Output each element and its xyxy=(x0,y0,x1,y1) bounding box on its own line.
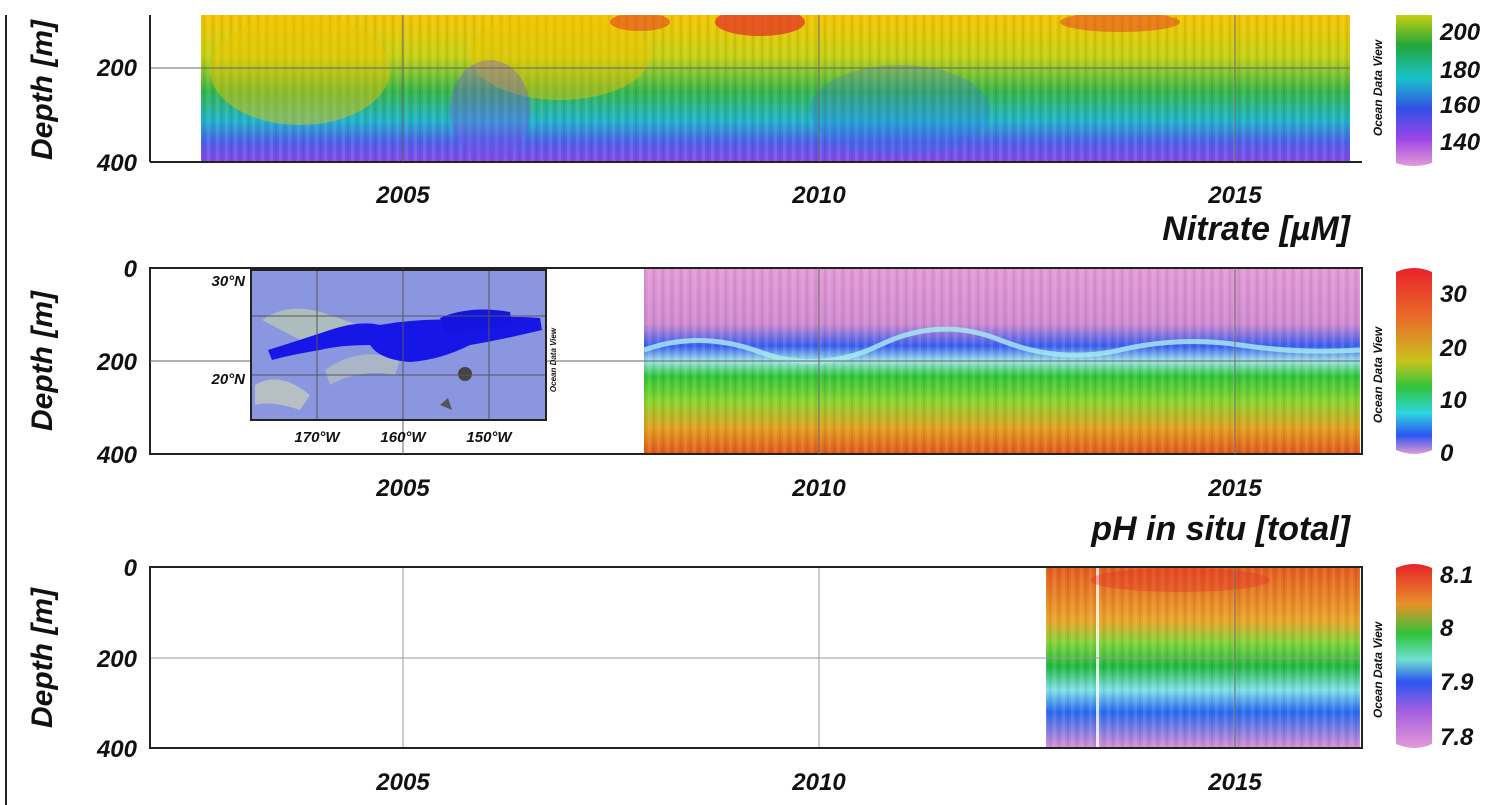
inset-seafloor-3 xyxy=(325,354,400,385)
panel3-ytick-400: 400 xyxy=(96,736,138,763)
panel2-ytick-0: 0 xyxy=(124,256,138,283)
panel3-xtick-2015: 2015 xyxy=(1207,769,1262,796)
panel1-ylabel: Depth [m] xyxy=(26,19,59,160)
panel2-cbar-label-0: 0 xyxy=(1440,440,1454,467)
panel2-cbar-label-20: 20 xyxy=(1439,335,1467,362)
panel1-cbar-label-140: 140 xyxy=(1440,129,1481,156)
panel1-cbar-label-160: 160 xyxy=(1440,92,1481,119)
inset-float-tracks-2 xyxy=(440,309,512,332)
panel3-surface-high xyxy=(1090,568,1270,592)
inset-lon-150: 150°W xyxy=(466,429,513,446)
panel1-cbar-label-200: 200 xyxy=(1439,19,1481,46)
panel3-frame xyxy=(149,566,1363,749)
panel2-isoline xyxy=(643,326,1361,364)
panel-ph: pH in situ [total] Depth [m] 0 200 400 2… xyxy=(26,510,1474,796)
panel2-cbar-label-30: 30 xyxy=(1440,281,1467,308)
inset-watermark: Ocean Data View xyxy=(549,327,558,392)
inset-lat-30: 30°N xyxy=(211,273,246,290)
inset-map: 30°N 20°N 170°W 160°W 150°W Ocean Data V… xyxy=(210,269,558,446)
panel2-ytick-200: 200 xyxy=(96,349,138,376)
panel3-cbar-label-8.1: 8.1 xyxy=(1440,562,1473,589)
panel1-watermark: Ocean Data View xyxy=(1371,39,1385,136)
panel2-watermark: Ocean Data View xyxy=(1371,326,1385,423)
panel3-ylabel: Depth [m] xyxy=(26,587,59,728)
panel2-xtick-2015: 2015 xyxy=(1207,475,1262,502)
panel3-ytick-200: 200 xyxy=(96,646,138,673)
panel1-cbar-label-180: 180 xyxy=(1440,57,1481,84)
panel3-xtick-2010: 2010 xyxy=(791,769,846,796)
panel1-texture xyxy=(201,15,1350,162)
inset-lon-160: 160°W xyxy=(380,429,427,446)
panel3-watermark: Ocean Data View xyxy=(1371,621,1385,718)
panel2-ytick-400: 400 xyxy=(96,442,138,469)
inset-lat-20: 20°N xyxy=(210,371,246,388)
panel1-ytick-400: 400 xyxy=(96,150,138,177)
panel1-ytick-200: 200 xyxy=(96,55,138,82)
panel1-colorbar xyxy=(1396,15,1432,166)
inset-hawaii-island xyxy=(458,367,472,381)
panel2-ylabel: Depth [m] xyxy=(26,290,59,431)
panel3-xtick-2005: 2005 xyxy=(375,769,430,796)
panel-nitrate: Nitrate [µM] Depth [m] 0 200 400 2005 20… xyxy=(26,210,1467,502)
inset-island-2 xyxy=(440,398,452,410)
panel3-title: pH in situ [total] xyxy=(1090,510,1351,548)
panel1-xtick-2005: 2005 xyxy=(375,182,430,209)
panel-temperature: Depth [m] 200 400 2005 2010 2015 Ocean D… xyxy=(26,15,1481,209)
panel2-xtick-2010: 2010 xyxy=(791,475,846,502)
inset-lon-170: 170°W xyxy=(294,429,341,446)
panel3-cbar-label-7.8: 7.8 xyxy=(1440,724,1474,751)
panel3-ytick-0: 0 xyxy=(124,555,138,582)
inset-seafloor-2 xyxy=(255,379,310,410)
panel2-cbar-label-10: 10 xyxy=(1440,387,1467,414)
panel1-xtick-2010: 2010 xyxy=(791,182,846,209)
panel2-title: Nitrate [µM] xyxy=(1162,210,1351,248)
panel2-xtick-2005: 2005 xyxy=(375,475,430,502)
inset-frame xyxy=(250,269,547,421)
panel3-colorbar xyxy=(1396,564,1432,748)
panel2-colorbar xyxy=(1396,268,1432,454)
panel3-cbar-label-8: 8 xyxy=(1440,615,1454,642)
panel1-xtick-2015: 2015 xyxy=(1207,182,1262,209)
panel3-cbar-label-7.9: 7.9 xyxy=(1440,669,1474,696)
